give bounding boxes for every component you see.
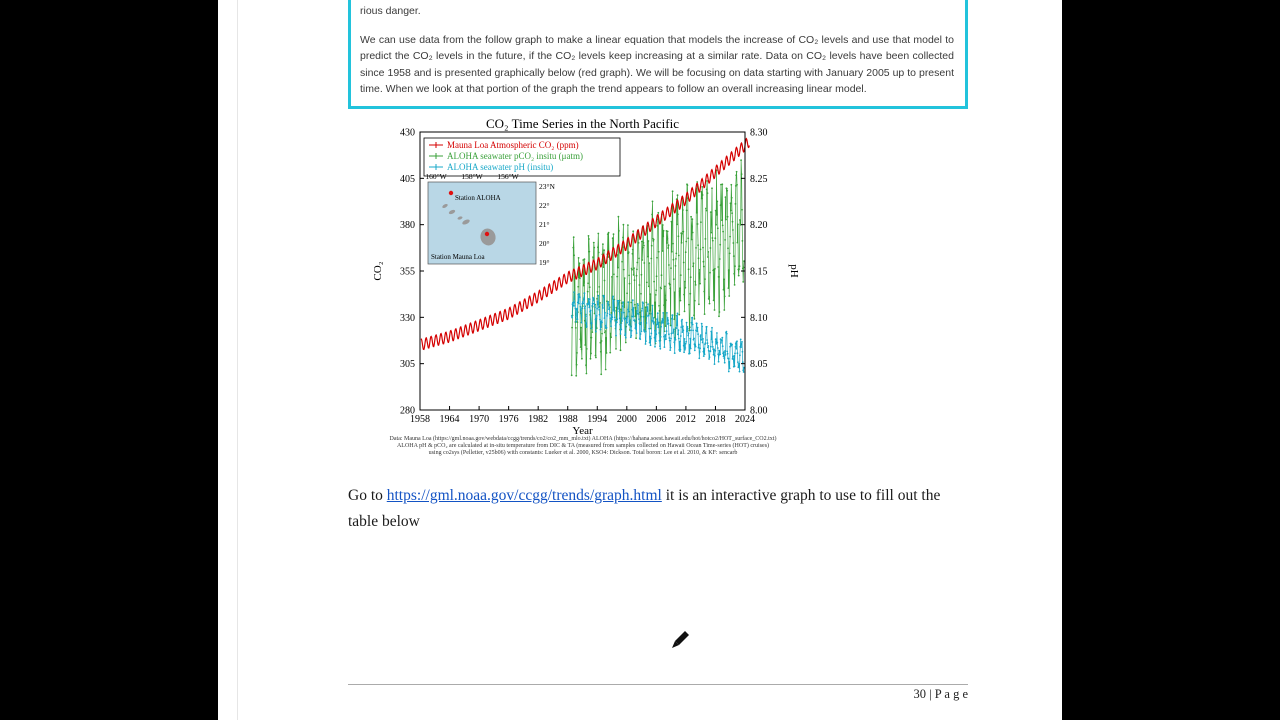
svg-text:1988: 1988 [558, 414, 578, 425]
page-margin-line [237, 0, 238, 720]
svg-text:1958: 1958 [410, 414, 430, 425]
svg-text:Mauna Loa Atmospheric CO₂ (ppm: Mauna Loa Atmospheric CO₂ (ppm) [447, 140, 579, 150]
chart-legend: Mauna Loa Atmospheric CO₂ (ppm)ALOHA sea… [423, 137, 621, 177]
svg-text:8.05: 8.05 [750, 359, 768, 370]
svg-text:23°N: 23°N [539, 182, 555, 191]
svg-text:355: 355 [400, 267, 415, 278]
series-aloha_pco2 [571, 160, 745, 376]
noaa-trends-link[interactable]: https://gml.noaa.gov/ccgg/trends/graph.h… [386, 486, 662, 504]
svg-text:2006: 2006 [646, 414, 666, 425]
svg-text:8.25: 8.25 [750, 174, 768, 185]
svg-text:ALOHA seawater pH (insitu): ALOHA seawater pH (insitu) [447, 162, 553, 172]
series-mauna_loa_co2 [420, 137, 750, 351]
chart-data-caption: Data: Mauna Loa (https://gml.noaa.gov/we… [348, 436, 818, 457]
right-axis-label: pH [788, 264, 800, 278]
co2-chart-canvas: CO₂ Time Series in the North Pacific 280 3… [372, 116, 800, 438]
svg-text:ALOHA seawater pCO₂ insitu (μa: ALOHA seawater pCO₂ insitu (μatm) [447, 151, 583, 161]
svg-text:160°W: 160°W [425, 172, 447, 181]
goto-prefix-text: Go to [348, 486, 387, 504]
page-number: 30 | P a g e [913, 687, 968, 701]
svg-text:1970: 1970 [469, 414, 489, 425]
chart-series [420, 137, 750, 377]
goto-suffix-text: it is an interactive graph to use to fil… [348, 486, 941, 530]
svg-text:8.30: 8.30 [750, 128, 768, 139]
cutoff-text-fragment: rious danger. [360, 5, 421, 17]
svg-text:8.00: 8.00 [750, 406, 768, 417]
svg-text:1976: 1976 [499, 414, 519, 425]
svg-text:156°W: 156°W [497, 172, 519, 181]
svg-text:380: 380 [400, 220, 415, 231]
svg-text:20°: 20° [539, 239, 550, 248]
svg-text:2012: 2012 [676, 414, 696, 425]
document-page: rious danger. We can use data from the f… [218, 0, 1062, 720]
goto-instruction: Go to https://gml.noaa.gov/ccgg/trends/g… [348, 483, 966, 535]
svg-text:1964: 1964 [440, 414, 460, 425]
pen-cursor-icon [672, 631, 689, 648]
svg-text:1994: 1994 [587, 414, 607, 425]
svg-text:280: 280 [400, 406, 415, 417]
inset-map: 160°W 158°W 156°W 23°N 22° 21° 20° 19° Station A… [425, 172, 555, 267]
svg-text:Station Mauna Loa: Station Mauna Loa [431, 253, 486, 261]
svg-text:158°W: 158°W [461, 172, 483, 181]
svg-text:8.15: 8.15 [750, 267, 768, 278]
svg-text:1982: 1982 [528, 414, 548, 425]
svg-text:8.10: 8.10 [750, 313, 768, 324]
svg-text:2018: 2018 [705, 414, 725, 425]
x-axis-label: Year [572, 425, 593, 437]
co2-model-paragraph: We can use data from the follow graph to… [360, 34, 954, 95]
left-axis-label: CO₂ [372, 261, 384, 280]
svg-text:21°: 21° [539, 220, 550, 229]
footer-divider [348, 684, 968, 685]
svg-text:2024: 2024 [735, 414, 755, 425]
chart-axes: 280 305 330 355 380 405 430 8.00 8.05 8.10 8.15 8.2… [372, 128, 800, 438]
svg-text:430: 430 [400, 128, 415, 139]
svg-text:2000: 2000 [617, 414, 637, 425]
chart-title: CO₂ Time Series in the North Pacific [486, 116, 679, 131]
svg-text:8.20: 8.20 [750, 220, 768, 231]
caption-line-1: Data: Mauna Loa (https://gml.noaa.gov/we… [389, 436, 777, 442]
svg-text:405: 405 [400, 174, 415, 185]
svg-text:22°: 22° [539, 201, 550, 210]
highlighted-paragraph-box: rious danger. We can use data from the f… [348, 0, 968, 110]
co2-time-series-chart: CO₂ Time Series in the North Pacific 280 3… [348, 116, 828, 461]
svg-text:19°: 19° [539, 258, 550, 267]
svg-text:Station ALOHA: Station ALOHA [455, 194, 501, 202]
svg-text:330: 330 [400, 313, 415, 324]
caption-line-3: using co2sys (Pelletier, v25b06) with co… [428, 450, 738, 456]
svg-text:305: 305 [400, 359, 415, 370]
caption-line-2: ALOHA pH & pCO₂ are calculated at in-sit… [396, 443, 770, 449]
